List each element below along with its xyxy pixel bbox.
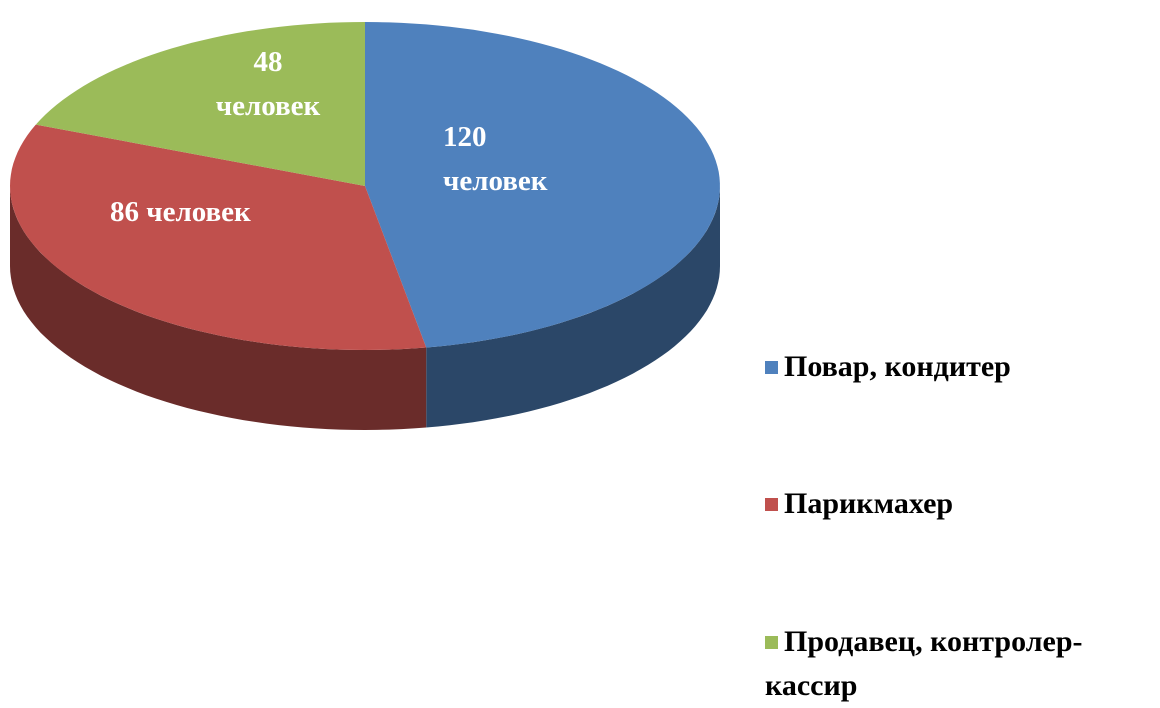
slice-side: [10, 186, 427, 430]
legend-label: Парикмахер: [784, 487, 954, 520]
slice: [35, 22, 366, 186]
legend-item: Продавец, контролер-кассир: [765, 620, 1155, 708]
legend-label: Продавец, контролер-кассир: [765, 625, 1083, 702]
legend-swatch: [765, 636, 778, 649]
data-label: 48 человек: [215, 46, 321, 122]
slice-side: [426, 186, 720, 428]
data-label: 120 человек: [443, 121, 548, 197]
data-label: 86 человек: [110, 196, 251, 228]
slice: [10, 124, 427, 350]
legend-swatch: [765, 498, 778, 511]
legend-label: Повар, кондитер: [784, 350, 1011, 383]
legend-item: Повар, кондитер: [765, 345, 1155, 389]
slice: [365, 22, 720, 348]
legend-item: Парикмахер: [765, 482, 1155, 526]
legend-swatch: [765, 361, 778, 374]
